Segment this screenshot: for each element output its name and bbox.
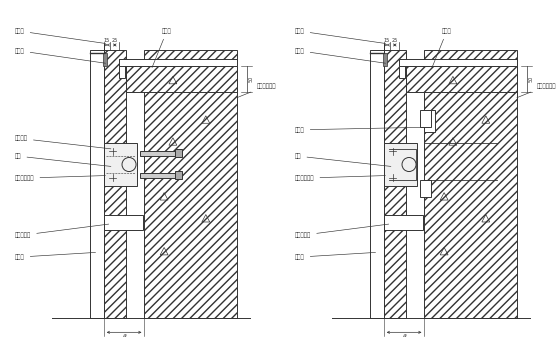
Text: 25: 25 <box>111 38 118 44</box>
Bar <box>384 50 406 318</box>
Bar <box>384 215 423 230</box>
Text: 螺栓: 螺栓 <box>295 153 391 166</box>
Bar <box>119 59 125 78</box>
Bar <box>90 50 104 318</box>
Text: a: a <box>402 333 406 338</box>
Text: 泡棉条: 泡棉条 <box>295 48 385 63</box>
Text: a: a <box>122 333 126 338</box>
Bar <box>175 149 181 157</box>
Text: 大理石: 大理石 <box>295 252 376 260</box>
Bar <box>399 59 405 78</box>
Text: 密封胶: 密封胶 <box>295 28 385 44</box>
Text: 螺栓: 螺栓 <box>15 153 111 166</box>
Text: 镀锌板支托: 镀锌板支托 <box>15 224 109 238</box>
Bar <box>420 180 431 198</box>
Bar <box>420 110 431 127</box>
Bar <box>399 59 516 66</box>
Bar <box>175 171 181 180</box>
Bar <box>140 173 180 178</box>
Bar <box>383 53 386 66</box>
Text: 15: 15 <box>104 38 110 44</box>
Text: 不锈钢连接件: 不锈钢连接件 <box>295 175 385 181</box>
Text: 50: 50 <box>529 76 534 82</box>
Bar <box>424 110 435 132</box>
Text: 50: 50 <box>249 76 254 82</box>
Text: 15: 15 <box>384 38 390 44</box>
Text: 镀件板: 镀件板 <box>152 28 172 68</box>
Bar <box>144 50 236 318</box>
Bar <box>384 142 417 186</box>
Bar <box>126 66 236 92</box>
Bar <box>140 151 180 156</box>
Text: 镀锌板支托: 镀锌板支托 <box>295 224 389 238</box>
Bar <box>119 59 236 66</box>
Bar <box>104 50 126 318</box>
Text: 大理石: 大理石 <box>15 252 96 260</box>
Text: 泡棉条: 泡棉条 <box>15 48 105 63</box>
Text: 厚铰螺栓: 厚铰螺栓 <box>15 136 111 149</box>
Text: 射钉或水泥钉: 射钉或水泥钉 <box>237 83 276 98</box>
Bar <box>103 53 106 66</box>
Bar <box>424 50 516 318</box>
Text: 不锈钢连接件: 不锈钢连接件 <box>15 175 105 181</box>
Text: 25: 25 <box>391 38 398 44</box>
Bar <box>104 215 143 230</box>
Bar <box>104 142 137 186</box>
Bar <box>370 50 384 318</box>
Text: 镀件板: 镀件板 <box>432 28 452 68</box>
Text: 射钉或水泥钉: 射钉或水泥钉 <box>517 83 556 98</box>
Bar <box>406 66 516 92</box>
Text: 密封胶: 密封胶 <box>15 28 105 44</box>
Text: 预埋件: 预埋件 <box>295 127 424 133</box>
